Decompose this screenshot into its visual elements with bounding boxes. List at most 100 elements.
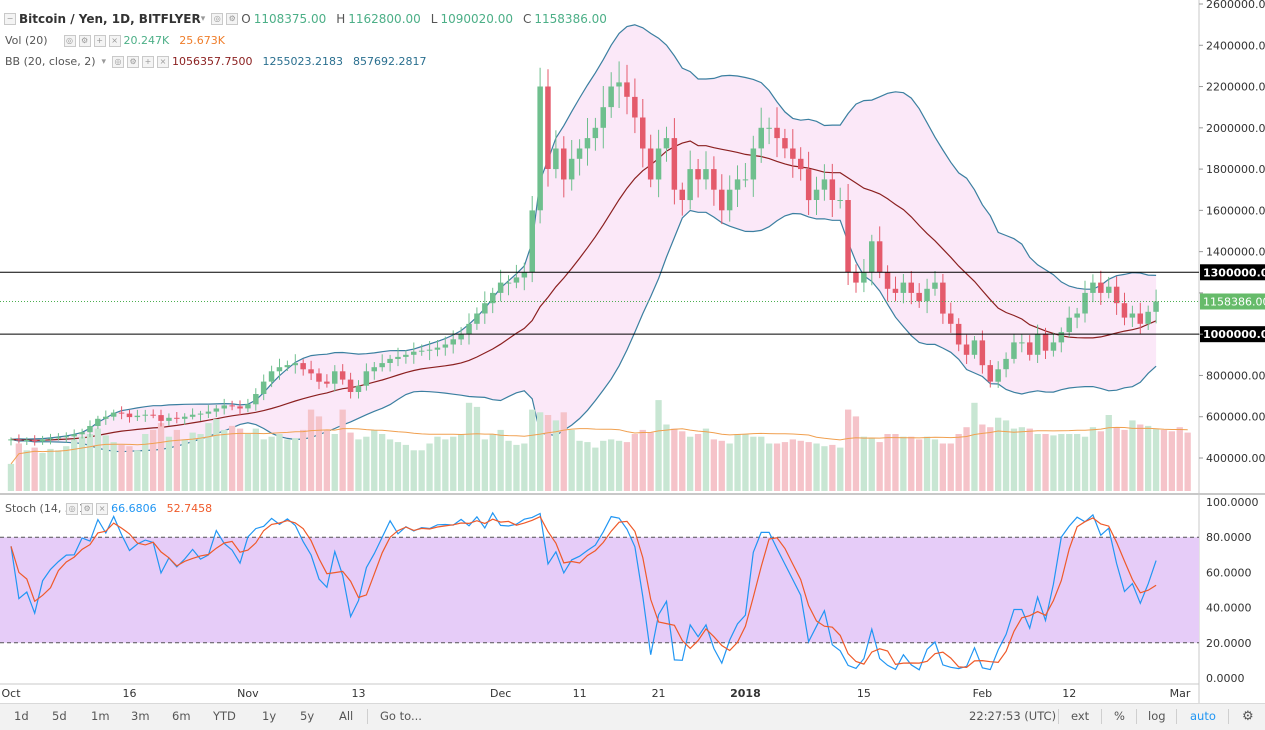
candle-body <box>8 439 14 441</box>
visibility-icon[interactable]: ◎ <box>63 35 76 47</box>
chevron-down-icon[interactable]: ▾ <box>200 14 206 24</box>
candle-body <box>805 169 812 201</box>
volume-label[interactable]: Vol (20) <box>5 34 48 47</box>
volume-bar <box>718 440 725 491</box>
candle-body <box>790 148 796 159</box>
candle <box>8 437 14 446</box>
candle-body <box>229 405 235 407</box>
candle-body <box>276 367 283 372</box>
candle <box>711 156 717 206</box>
candle <box>482 291 488 324</box>
candle <box>624 64 630 115</box>
x-tick-label: 13 <box>351 687 365 700</box>
volume-ma-line <box>10 426 1188 465</box>
settings-icon[interactable]: ⚙ <box>226 13 239 25</box>
range-all-button[interactable]: All <box>339 709 354 723</box>
settings-icon[interactable]: ⚙ <box>81 503 94 515</box>
volume-bar <box>781 442 789 491</box>
candle-body <box>134 415 141 418</box>
candle-body <box>458 334 464 340</box>
candle-body <box>750 148 757 180</box>
volume-bar <box>1129 420 1136 491</box>
percent-toggle[interactable]: % <box>1114 709 1125 723</box>
auto-toggle[interactable]: auto <box>1190 709 1216 723</box>
candle <box>71 429 77 441</box>
range-1y-button[interactable]: 1y <box>262 709 277 723</box>
volume-bar <box>971 402 978 491</box>
settings-icon[interactable]: ⚙ <box>127 56 140 68</box>
volume-bar <box>434 436 441 491</box>
volume-bar <box>173 429 180 491</box>
volume-bar <box>1137 424 1144 491</box>
candle-body <box>118 412 125 414</box>
volume-bar <box>197 434 204 491</box>
collapse-icon[interactable]: − <box>4 13 16 25</box>
candle <box>742 163 749 188</box>
range-5y-button[interactable]: 5y <box>300 709 315 723</box>
volume-bar <box>1018 427 1025 491</box>
candle-body <box>403 354 409 357</box>
x-tick-label: 2018 <box>730 687 761 700</box>
clock-display[interactable]: 22:27:53 (UTC) <box>969 709 1057 723</box>
candle-body <box>1034 334 1041 355</box>
volume-bar <box>529 409 536 491</box>
candle <box>963 334 970 364</box>
volume-bar <box>726 443 733 491</box>
bb-basis-value: 1056357.7500 <box>172 55 253 68</box>
volume-bar <box>623 442 631 491</box>
visibility-icon[interactable]: ◎ <box>112 56 125 68</box>
ext-toggle[interactable]: ext <box>1071 709 1090 723</box>
volume-bar <box>481 439 488 491</box>
candle <box>363 363 370 391</box>
price-chart[interactable]: 1300000.00 1000000.00 1158386.00 2600000.0… <box>0 0 1265 703</box>
stoch-k-value: 66.6806 <box>111 502 157 515</box>
candle-body <box>553 148 559 170</box>
stoch-k-line <box>10 511 1157 671</box>
volume-bar <box>813 443 820 491</box>
volume-bar <box>663 424 670 491</box>
range-3m-button[interactable]: 3m <box>131 709 150 723</box>
visibility-icon[interactable]: ◎ <box>66 503 79 515</box>
candle <box>576 139 583 176</box>
candle <box>466 313 472 345</box>
candle-body <box>174 417 180 419</box>
goto-button[interactable]: Go to... <box>380 709 422 723</box>
chevron-down-icon[interactable]: ▾ <box>101 57 107 67</box>
candle-body <box>411 351 417 355</box>
plus-icon[interactable]: + <box>93 35 106 47</box>
candle-body <box>1027 342 1033 355</box>
candle-body <box>442 344 449 348</box>
candle-body <box>1113 286 1120 304</box>
candle-body <box>703 169 709 180</box>
range-1d-button[interactable]: 1d <box>14 709 29 723</box>
candle-body <box>766 127 772 129</box>
plus-icon[interactable]: + <box>142 56 155 68</box>
close-icon[interactable]: × <box>96 503 109 515</box>
volume-bar <box>1010 428 1018 491</box>
gear-icon[interactable]: ⚙ <box>1242 709 1254 724</box>
volume-bar <box>134 450 141 491</box>
visibility-icon[interactable]: ◎ <box>211 13 224 25</box>
range-ytd-button[interactable]: YTD <box>213 709 236 723</box>
close-icon[interactable]: × <box>108 35 121 47</box>
range-1m-button[interactable]: 1m <box>91 709 110 723</box>
candle-body <box>292 363 298 366</box>
bb-label[interactable]: BB (20, close, 2) <box>5 55 96 68</box>
candle <box>924 278 930 314</box>
symbol-title[interactable]: Bitcoin / Yen, 1D, BITFLYER <box>19 12 201 26</box>
volume-bar <box>710 439 717 491</box>
range-5d-button[interactable]: 5d <box>52 709 67 723</box>
settings-icon[interactable]: ⚙ <box>78 35 91 47</box>
candle <box>355 380 362 399</box>
close-icon[interactable]: × <box>157 56 170 68</box>
candle <box>55 433 62 441</box>
candle-body <box>260 381 267 394</box>
ohlc-value: 1162800.00 <box>348 12 421 26</box>
candle-body <box>924 288 930 302</box>
candle <box>892 276 899 302</box>
volume-bar <box>797 440 804 491</box>
candle-body <box>55 437 62 439</box>
log-toggle[interactable]: log <box>1148 709 1166 723</box>
range-6m-button[interactable]: 6m <box>172 709 191 723</box>
candle-body <box>948 313 954 324</box>
